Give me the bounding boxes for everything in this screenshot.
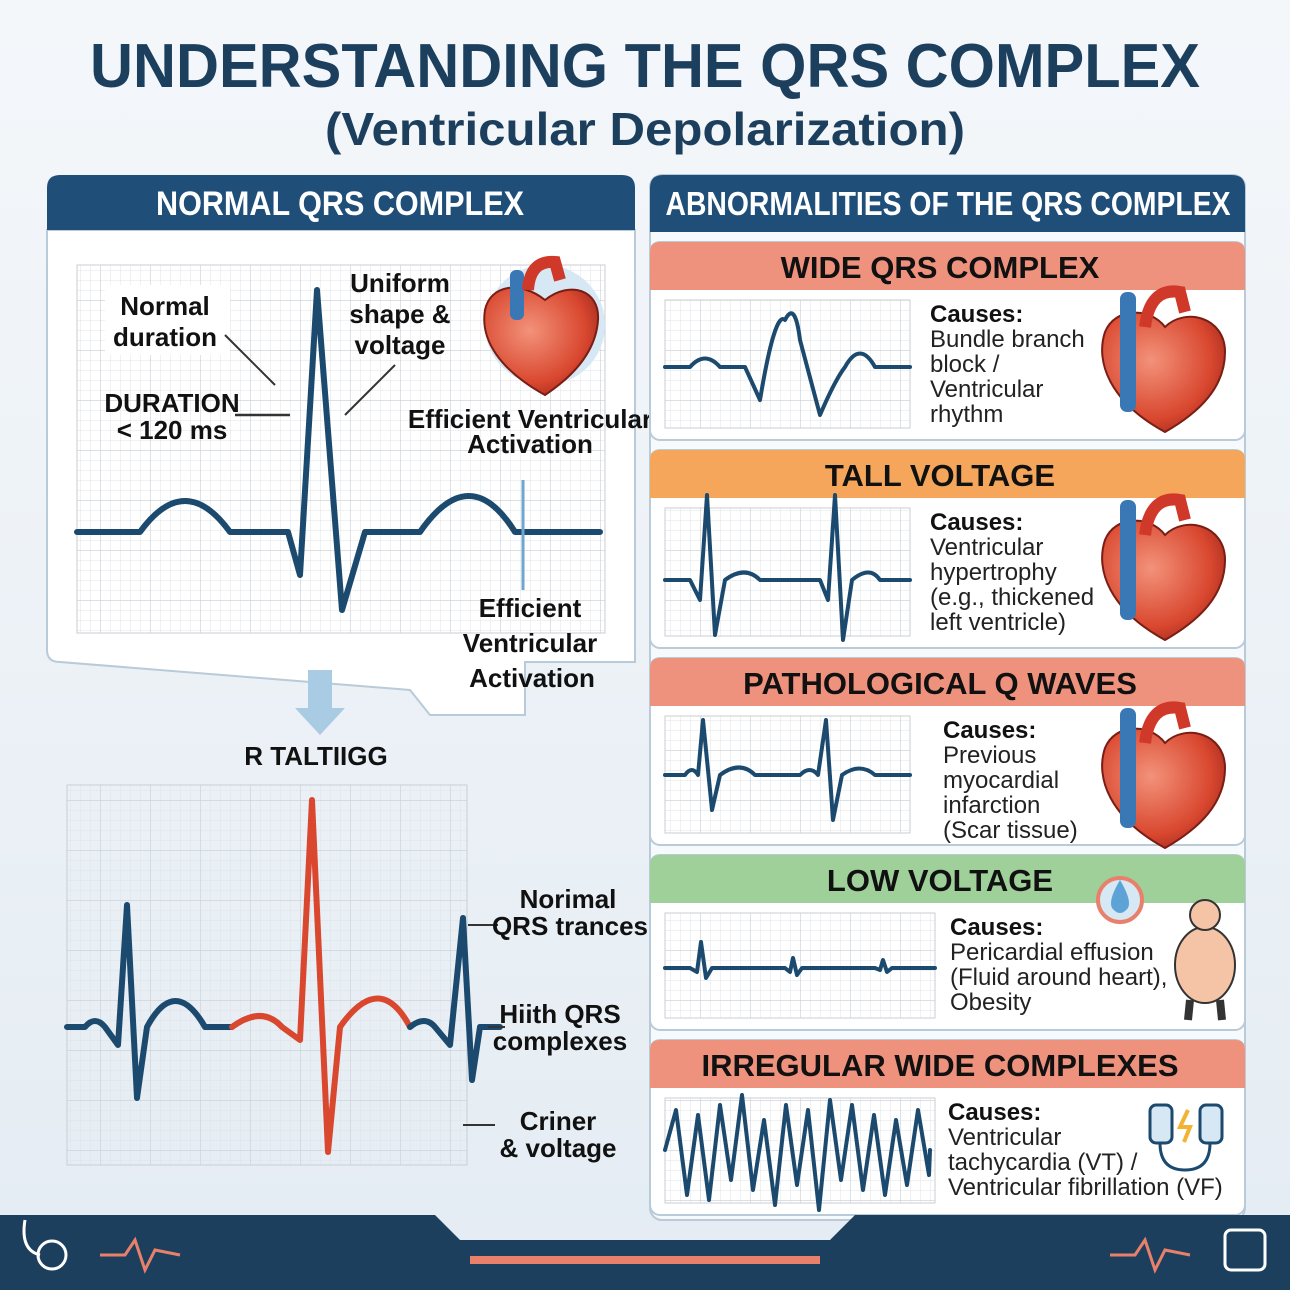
label: Criner <box>520 1106 597 1136</box>
cause-line: (Fluid around heart), <box>950 964 1167 991</box>
cause-line: Bundle branch <box>930 326 1085 353</box>
card-title: TALL VOLTAGE <box>825 458 1055 493</box>
label: shape & <box>349 299 450 329</box>
heart-icon <box>483 255 605 397</box>
ecg-trace <box>663 493 912 642</box>
cause-line: (Scar tissue) <box>943 817 1078 844</box>
panel-header <box>47 175 635 230</box>
card: WIDE QRS COMPLEX Causes:Bundle branchbloc… <box>649 241 1246 441</box>
panel-heading: ABNORMALITIES OF THE QRS COMPLEX <box>666 185 1231 222</box>
cause-line: infarction <box>943 792 1040 819</box>
causes-label: Causes: <box>930 301 1023 328</box>
ecg-trace <box>64 902 235 1101</box>
card-title: LOW VOLTAGE <box>827 863 1053 898</box>
label: complexes <box>493 1026 627 1056</box>
cause-line: Ventricular <box>948 1124 1061 1151</box>
card-title: WIDE QRS COMPLEX <box>781 250 1100 285</box>
person-body <box>1174 926 1236 1004</box>
person-legs <box>1184 999 1226 1021</box>
card-header <box>650 658 1245 706</box>
cause-line: Ventricular <box>930 376 1043 403</box>
label: Efficient Ventricular <box>408 404 652 434</box>
label: Activation <box>467 429 593 459</box>
arrow <box>295 670 345 735</box>
vessel <box>1120 292 1136 412</box>
panel-heading: NORMAL QRS COMPLEX <box>156 185 524 223</box>
vessel <box>1139 701 1191 744</box>
ecg-trace <box>663 940 937 980</box>
ecg-trace <box>407 915 503 1083</box>
abnormal-panel: ABNORMALITIES OF THE QRS COMPLEX WIDE QR… <box>649 174 1246 1221</box>
ecg-trace <box>74 287 603 613</box>
vessel <box>1139 493 1191 536</box>
cause-line: Previous <box>943 742 1036 769</box>
footer <box>0 1215 1290 1290</box>
normal-panel: NORMAL QRS COMPLEX Normal duration Unifo… <box>46 175 652 716</box>
pointer <box>224 334 276 386</box>
subtitle: (Ventricular Depolarization) <box>325 103 965 155</box>
cause-line: myocardial <box>943 767 1059 794</box>
vessel <box>1120 708 1136 828</box>
causes-label: Causes: <box>930 509 1023 536</box>
label: Uniform <box>350 268 450 298</box>
comparison-title: R TALTIIGG <box>244 741 387 771</box>
cause-line: Ventricular fibrillation (VF) <box>948 1174 1223 1201</box>
card-header <box>650 1040 1245 1088</box>
causes-label: Causes: <box>950 914 1043 941</box>
causes-label: Causes: <box>948 1099 1041 1126</box>
ecg-trace <box>663 718 912 822</box>
cause-line: Ventricular <box>930 534 1043 561</box>
causes-label: Causes: <box>943 717 1036 744</box>
bolt <box>1176 1109 1193 1143</box>
label: Normal <box>120 291 210 321</box>
label: Hiith QRS <box>499 999 620 1029</box>
pointer <box>344 364 396 416</box>
card: PATHOLOGICAL Q WAVES Causes:Previousmyoca… <box>649 657 1246 850</box>
ecg-grid <box>664 299 911 429</box>
panel-header <box>650 175 1245 232</box>
card-header <box>650 242 1245 290</box>
cause-line: (e.g., thickened <box>930 584 1094 611</box>
device-icon <box>1198 1103 1224 1145</box>
vessel <box>1120 500 1136 620</box>
title: UNDERSTANDING THE QRS COMPLEX <box>90 32 1200 101</box>
label: voltage <box>354 330 445 360</box>
label: Efficient <box>479 593 582 623</box>
cause-line: rhythm <box>930 401 1003 428</box>
vessel <box>1139 285 1191 328</box>
cable <box>1158 1142 1212 1172</box>
ecg-trace <box>663 311 912 417</box>
ecg-grid <box>66 784 468 1166</box>
card: IRREGULAR WIDE COMPLEXESCauses:Ventricul… <box>649 1039 1246 1216</box>
label: & voltage <box>499 1133 616 1163</box>
device-icon <box>1148 1103 1174 1145</box>
label: < 120 ms <box>117 415 228 445</box>
cause-line: Pericardial effusion <box>950 939 1154 966</box>
label-bg <box>105 285 230 355</box>
card-title: PATHOLOGICAL Q WAVES <box>743 666 1137 701</box>
cause-line: left ventricle) <box>930 609 1066 636</box>
label: Activation <box>469 663 595 693</box>
cause-line: hypertrophy <box>930 559 1057 586</box>
card: LOW VOLTAGE Causes:Pericardial effusion(F… <box>649 854 1246 1031</box>
cause-line: Obesity <box>950 989 1031 1016</box>
ecg-grid <box>664 912 936 1019</box>
card-header <box>650 855 1245 903</box>
cause-line: tachycardia (VT) / <box>948 1149 1138 1176</box>
drop <box>1111 880 1129 913</box>
card-title: IRREGULAR WIDE COMPLEXES <box>701 1048 1178 1083</box>
card: TALL VOLTAGE Causes:Ventricularhypertroph… <box>649 449 1246 649</box>
person-head <box>1189 899 1221 931</box>
label: QRS trances <box>492 911 648 941</box>
card-header <box>650 450 1245 498</box>
label: Ventricular <box>463 628 597 658</box>
label: Norimal <box>520 884 617 914</box>
label: DURATION <box>104 388 239 418</box>
cause-line: block / <box>930 351 1000 378</box>
ecg-trace <box>663 1093 932 1212</box>
ecg-trace-highlight <box>229 797 413 1155</box>
label: duration <box>113 322 217 352</box>
